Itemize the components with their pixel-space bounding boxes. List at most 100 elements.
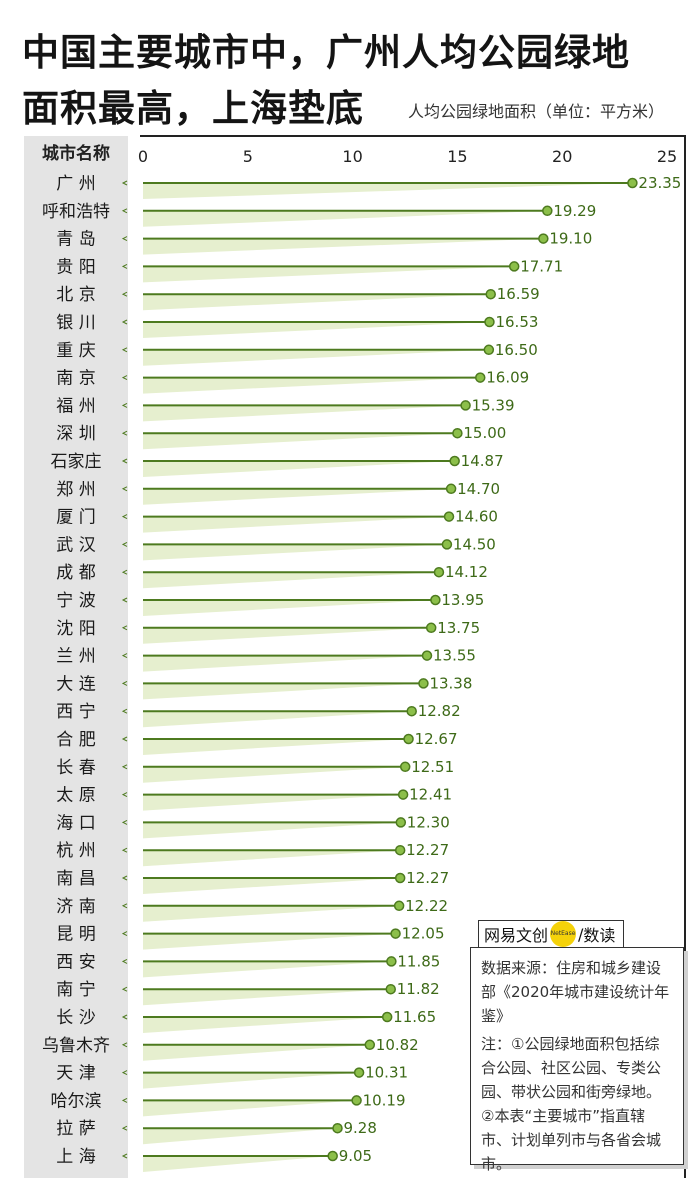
footnote-text: 注：①公园绿地面积包括综合公园、社区公园、专类公园、带状公园和街旁绿地。②本表“… xyxy=(481,1035,662,1173)
value-label: 13.95 xyxy=(441,591,484,609)
value-label: 15.00 xyxy=(463,424,506,442)
city-column-header: 城市名称 xyxy=(42,144,110,164)
x-tick-label: 10 xyxy=(342,147,362,166)
city-label: 武 汉 xyxy=(56,535,95,555)
value-label: 12.67 xyxy=(415,730,458,748)
x-tick-label: 25 xyxy=(657,147,677,166)
bar-wedge xyxy=(143,405,466,422)
bar-wedge xyxy=(143,238,544,255)
city-label: 天 津 xyxy=(56,1064,95,1084)
value-label: 14.70 xyxy=(457,480,500,498)
bar-wedge xyxy=(143,349,489,366)
chart-title-line-2: 面积最高，上海垫底 xyxy=(22,87,364,130)
city-label: 贵 阳 xyxy=(56,257,95,277)
city-label: 海 口 xyxy=(56,813,95,833)
bar-wedge xyxy=(143,711,412,728)
row-arrow-icon xyxy=(121,180,128,186)
bar-wedge xyxy=(143,461,455,477)
row-arrow-icon xyxy=(121,236,128,242)
row-arrow-icon xyxy=(121,263,128,269)
value-label: 10.19 xyxy=(363,1091,406,1109)
value-label: 10.31 xyxy=(365,1064,408,1082)
bar-marker xyxy=(393,900,405,912)
bar-wedge xyxy=(143,739,409,755)
city-column-background xyxy=(24,136,128,1178)
value-label: 11.85 xyxy=(397,952,440,970)
bar-wedge xyxy=(143,1100,357,1117)
bar-wedge xyxy=(143,488,452,505)
bar-marker xyxy=(385,983,396,995)
data-source-note: 数据来源：住房和城乡建设部《2020年城市建设统计年鉴》 xyxy=(481,959,670,1025)
bar-marker xyxy=(399,761,411,773)
row-arrow-icon xyxy=(121,1097,128,1103)
brand-dot-icon: NetEase xyxy=(550,921,577,947)
bar-wedge xyxy=(143,905,400,922)
row-arrow-icon xyxy=(121,792,128,798)
bar-marker xyxy=(460,400,471,411)
value-label: 16.50 xyxy=(495,341,538,359)
row-arrow-icon xyxy=(121,1042,128,1048)
bar-marker xyxy=(443,511,455,522)
bar-marker xyxy=(394,844,406,856)
value-label: 14.87 xyxy=(461,452,504,470)
value-label: 14.12 xyxy=(445,563,488,581)
x-tick-label: 20 xyxy=(552,147,572,166)
bar-wedge xyxy=(143,516,450,533)
bar-marker xyxy=(353,1067,365,1078)
row-arrow-icon xyxy=(121,486,128,492)
city-label: 兰 州 xyxy=(56,647,95,667)
bar-wedge xyxy=(143,683,424,700)
row-arrow-icon xyxy=(121,430,128,436)
bar-wedge xyxy=(143,961,392,978)
value-label: 14.50 xyxy=(453,535,496,553)
bar-marker xyxy=(430,594,441,606)
value-label: 12.82 xyxy=(418,702,461,720)
city-label: 石家庄 xyxy=(51,452,102,472)
value-label: 13.55 xyxy=(433,647,476,665)
bar-marker xyxy=(395,817,407,828)
value-label: 19.10 xyxy=(549,230,592,248)
value-label: 11.65 xyxy=(393,1008,436,1026)
city-label: 广 州 xyxy=(56,174,95,194)
row-arrow-icon xyxy=(121,208,128,214)
city-label: 福 州 xyxy=(56,396,95,416)
bar-marker xyxy=(390,928,401,939)
city-label: 青 岛 xyxy=(56,230,95,250)
row-arrow-icon xyxy=(121,458,128,464)
row-arrow-icon xyxy=(121,514,128,520)
city-label: 宁 波 xyxy=(56,591,95,611)
value-label: 13.75 xyxy=(437,619,480,637)
x-tick-label: 5 xyxy=(243,147,253,166)
row-arrow-icon xyxy=(121,680,128,686)
city-label: 济 南 xyxy=(56,897,95,917)
bar-marker xyxy=(421,650,433,661)
row-arrow-icon xyxy=(121,1125,128,1131)
bar-marker xyxy=(433,566,445,578)
bar-wedge xyxy=(143,294,491,311)
city-label: 上 海 xyxy=(56,1147,95,1167)
bar-wedge xyxy=(143,600,436,616)
notes-box: 数据来源：住房和城乡建设部《2020年城市建设统计年鉴》 注：①公园绿地面积包括… xyxy=(470,947,684,1173)
city-label: 郑 州 xyxy=(56,480,95,500)
bar-marker xyxy=(425,622,437,634)
row-arrow-icon xyxy=(121,819,128,825)
city-label: 拉 萨 xyxy=(56,1119,95,1139)
city-label: 西 宁 xyxy=(56,702,95,722)
row-arrow-icon xyxy=(121,597,128,603)
row-arrow-icon xyxy=(121,569,128,575)
bar-marker xyxy=(406,705,417,717)
city-label: 厦 门 xyxy=(56,508,95,528)
bar-wedge xyxy=(143,572,439,589)
bar-wedge xyxy=(143,627,432,644)
city-label: 北 京 xyxy=(56,285,95,305)
row-arrow-icon xyxy=(121,1153,128,1159)
bar-marker xyxy=(538,233,549,244)
city-label: 深 圳 xyxy=(56,424,95,444)
city-label: 银 川 xyxy=(56,313,95,333)
x-tick-label: 15 xyxy=(447,147,467,166)
city-label: 乌鲁木齐 xyxy=(42,1036,110,1056)
bar-wedge xyxy=(143,1128,338,1145)
value-label: 12.27 xyxy=(406,841,449,859)
city-label: 长 春 xyxy=(56,758,95,778)
